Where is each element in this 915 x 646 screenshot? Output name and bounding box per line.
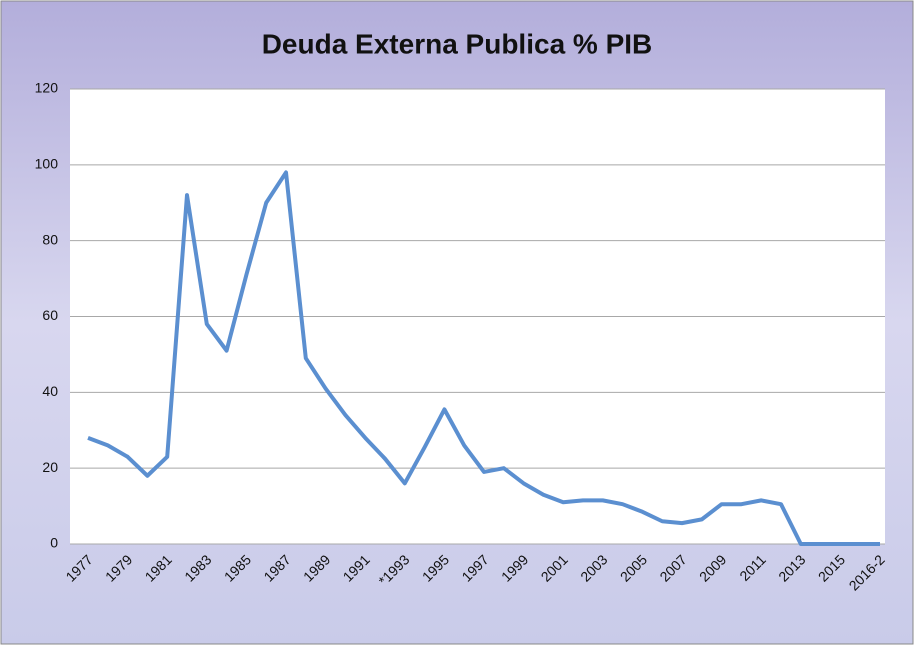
y-tick-label: 0: [50, 535, 58, 551]
y-tick-label: 40: [42, 383, 58, 399]
y-tick-label: 100: [35, 156, 59, 172]
y-tick-label: 120: [35, 80, 59, 96]
y-tick-label: 20: [42, 459, 58, 475]
data-line: [87, 170, 880, 546]
y-tick-label: 60: [42, 307, 58, 323]
y-tick-label: 80: [42, 231, 58, 247]
chart-title: Deuda Externa Publica % PIB: [262, 28, 653, 59]
